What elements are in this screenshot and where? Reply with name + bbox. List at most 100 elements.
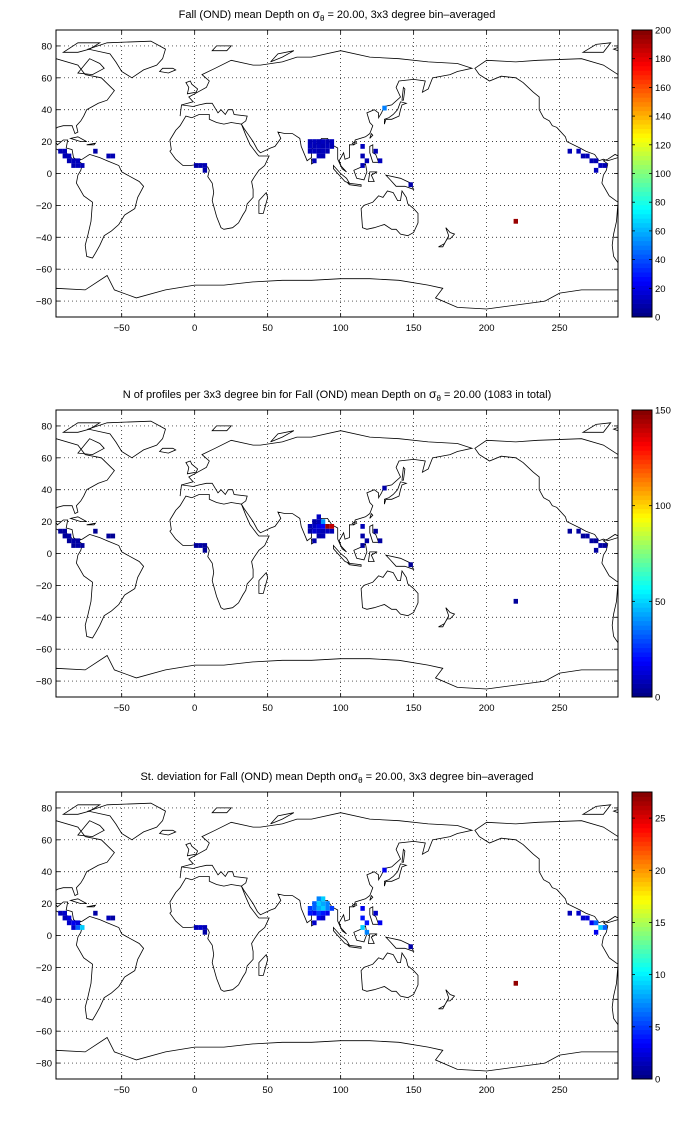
data-bin: [62, 533, 67, 539]
iceland-coastline: [158, 829, 177, 836]
panel-2: N of profiles per 3x3 degree bin for Fal…: [36, 387, 671, 714]
hainan-coastline: [351, 141, 358, 146]
antarctica-coastline: [56, 654, 618, 697]
colorbar-segment: [632, 616, 652, 622]
colorbar-segment: [632, 490, 652, 496]
colorbar-segment: [632, 908, 652, 914]
colorbar-segment: [632, 294, 652, 300]
x-tick-label: 150: [406, 703, 422, 714]
data-bin: [329, 144, 335, 149]
x-tick-label: −50: [114, 323, 130, 334]
colorbar-segment: [632, 580, 652, 586]
data-bin: [320, 519, 326, 524]
data-bin: [312, 528, 317, 534]
data-bin: [80, 925, 85, 930]
colorbar-segment: [632, 97, 652, 103]
colorbar-segment: [632, 177, 652, 183]
data-bin: [567, 528, 572, 534]
data-bin: [325, 910, 330, 916]
y-tick-label: 80: [41, 421, 52, 432]
y-tick-label: 40: [41, 105, 52, 116]
data-bin: [110, 915, 116, 921]
africa-coastline: [169, 494, 270, 610]
colorbar-segment: [632, 540, 652, 545]
colorbar-segment: [632, 182, 652, 188]
new-zealand-coastline: [438, 227, 456, 248]
data-bin: [62, 915, 67, 921]
data-bin: [66, 538, 72, 544]
north-america-coastline: [56, 58, 115, 162]
japan-coastline: [383, 863, 408, 887]
philippines-coastline: [369, 906, 380, 925]
x-tick-label: 150: [406, 323, 422, 334]
colorbar-segment: [632, 886, 652, 892]
title-text: St. deviation for Fall (OND) mean Depth …: [140, 771, 350, 783]
data-bin: [312, 148, 317, 154]
title-text: N of profiles per 3x3 degree bin for Fal…: [123, 389, 429, 401]
data-bin: [66, 915, 72, 921]
new-zealand-coastline: [438, 607, 456, 628]
colorbar-segment: [632, 962, 652, 968]
colorbar-segment: [632, 186, 652, 192]
data-bin: [71, 920, 76, 926]
colorbar-segment: [632, 688, 652, 693]
colorbar-segment: [632, 957, 652, 963]
data-bin: [312, 139, 317, 144]
data-bin: [202, 547, 208, 553]
data-bin: [66, 533, 72, 539]
y-tick-label: −80: [36, 297, 52, 308]
greenland-coastline: [86, 40, 166, 79]
data-bin: [585, 153, 590, 159]
colorbar-segment: [632, 598, 652, 604]
colorbar-segment: [632, 312, 652, 318]
colorbar-segment: [632, 1074, 652, 1080]
colorbar-tick-label: 200: [655, 26, 671, 37]
colorbar-segment: [632, 1016, 652, 1022]
greenland-east-coastline: [612, 809, 618, 814]
colorbar-segment: [632, 1052, 652, 1057]
colorbar-segment: [632, 213, 652, 219]
colorbar-segment: [632, 436, 652, 442]
colorbar-segment: [632, 477, 652, 483]
south-america-coastline: [75, 533, 145, 639]
greenland-east-coastline: [612, 427, 618, 432]
colorbar-segment: [632, 625, 652, 631]
colorbar-segment: [632, 571, 652, 577]
colorbar-segment: [632, 308, 652, 313]
colorbar-segment: [632, 285, 652, 291]
colorbar-segment: [632, 980, 652, 986]
colorbar-segment: [632, 70, 652, 76]
colorbar-segment: [632, 1061, 652, 1066]
colorbar-segment: [632, 303, 652, 309]
colorbar-segment: [632, 692, 652, 698]
colorbar-segment: [632, 155, 652, 161]
colorbar-segment: [632, 504, 652, 510]
data-bin: [62, 148, 67, 154]
colorbar-segment: [632, 142, 652, 147]
x-tick-label: −50: [114, 1085, 130, 1096]
data-bin: [71, 158, 76, 164]
data-bin: [360, 163, 365, 168]
colorbar-segment: [632, 1002, 652, 1008]
x-tick-label: 200: [479, 323, 495, 334]
colorbar-segment: [632, 92, 652, 98]
y-tick-label: 80: [41, 41, 52, 52]
colorbar-segment: [632, 993, 652, 999]
madagascar-coastline: [258, 953, 269, 976]
data-bin: [325, 906, 330, 911]
data-bin: [307, 148, 313, 154]
x-tick-label: 250: [552, 1085, 568, 1096]
data-bin: [307, 144, 313, 149]
data-bin: [71, 163, 76, 168]
colorbar-segment: [632, 836, 652, 842]
colorbar-segment: [632, 796, 652, 802]
colorbar-segment: [632, 1047, 652, 1053]
colorbar-tick-label: 100: [655, 169, 671, 180]
data-bin: [312, 906, 317, 911]
data-bin: [329, 528, 335, 534]
sigma-subscript: θ: [436, 394, 441, 403]
colorbar-segment: [632, 254, 652, 260]
data-bin: [329, 906, 335, 911]
data-bin: [316, 915, 321, 921]
sumatra-coastline: [332, 544, 351, 564]
